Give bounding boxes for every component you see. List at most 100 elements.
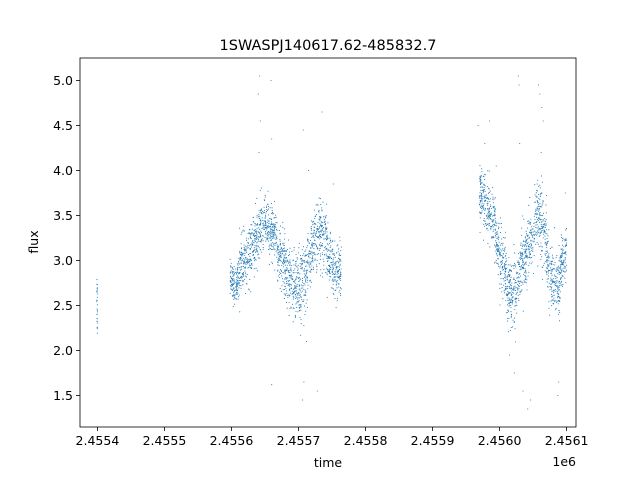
data-point <box>501 260 504 262</box>
data-point <box>518 257 520 259</box>
data-point <box>561 262 563 264</box>
data-point <box>481 171 483 173</box>
data-point <box>267 225 270 227</box>
data-point <box>332 283 334 285</box>
data-point <box>540 224 542 226</box>
data-point <box>319 243 321 245</box>
data-point <box>539 231 541 233</box>
data-point <box>557 313 560 315</box>
data-point <box>531 240 533 242</box>
data-point <box>560 261 562 263</box>
data-point <box>275 251 277 253</box>
data-point <box>537 219 539 222</box>
data-point <box>340 273 342 275</box>
data-point <box>495 225 497 227</box>
data-point <box>276 247 278 249</box>
data-point <box>537 208 539 210</box>
data-point <box>520 281 522 283</box>
data-point <box>482 175 484 177</box>
data-point <box>280 251 282 253</box>
data-point <box>321 243 324 245</box>
data-point <box>282 250 284 252</box>
data-point <box>260 240 262 242</box>
data-point <box>519 257 522 259</box>
data-point <box>235 293 237 295</box>
data-point <box>229 281 231 283</box>
data-point <box>310 262 312 264</box>
data-point <box>302 281 304 283</box>
data-point <box>332 292 334 294</box>
data-point <box>286 294 288 296</box>
data-point <box>559 260 561 262</box>
data-point <box>313 247 315 250</box>
data-point <box>310 225 312 227</box>
data-point <box>286 259 288 261</box>
data-point <box>335 269 337 271</box>
data-point <box>320 244 322 246</box>
data-point <box>514 308 516 311</box>
data-point <box>243 275 245 277</box>
data-point <box>325 227 327 230</box>
data-point <box>539 232 541 234</box>
data-point <box>293 269 295 272</box>
data-point <box>295 285 297 287</box>
data-point <box>245 262 247 264</box>
data-point <box>545 254 547 256</box>
data-point <box>285 268 287 270</box>
data-point <box>303 288 305 290</box>
data-point <box>500 278 502 280</box>
data-point <box>539 196 541 198</box>
data-point <box>240 285 242 287</box>
data-point <box>533 215 536 217</box>
data-point <box>530 218 532 220</box>
data-point <box>230 266 232 268</box>
data-point <box>520 280 522 282</box>
data-point <box>329 231 332 233</box>
data-point <box>560 276 562 278</box>
data-point <box>277 261 279 263</box>
data-point <box>281 285 283 287</box>
data-point <box>326 238 328 240</box>
data-point <box>334 256 336 258</box>
data-point <box>231 273 234 275</box>
data-point <box>559 291 561 293</box>
data-point <box>480 208 482 210</box>
data-point <box>329 272 331 274</box>
data-point <box>511 293 513 296</box>
data-point <box>544 224 546 226</box>
data-point <box>499 273 501 276</box>
data-point <box>264 226 266 229</box>
data-point <box>238 294 240 296</box>
data-point <box>493 210 496 212</box>
data-point <box>559 280 561 283</box>
data-point <box>284 278 286 280</box>
data-point <box>310 227 312 229</box>
data-point <box>298 304 300 306</box>
data-point <box>312 222 314 224</box>
data-point <box>500 263 503 265</box>
data-point <box>236 284 238 286</box>
y-tick-label: 4.5 <box>53 118 73 133</box>
data-point <box>505 293 507 295</box>
data-point <box>318 197 320 199</box>
data-point <box>334 276 336 278</box>
x-tick-label: 2.4559 <box>411 433 455 448</box>
data-point <box>289 285 291 287</box>
data-point <box>308 253 310 255</box>
data-point <box>300 296 302 298</box>
data-point <box>483 239 485 241</box>
data-point <box>561 264 563 266</box>
data-point <box>263 235 265 237</box>
data-point <box>230 277 233 279</box>
data-point <box>305 272 307 275</box>
data-point <box>530 245 532 247</box>
data-point <box>488 191 490 194</box>
data-point <box>328 269 330 271</box>
data-point <box>485 224 487 227</box>
data-point <box>560 255 562 257</box>
data-point <box>557 394 559 397</box>
data-point <box>272 230 274 232</box>
data-point <box>340 260 342 262</box>
data-point <box>323 268 325 271</box>
data-point <box>274 244 276 246</box>
